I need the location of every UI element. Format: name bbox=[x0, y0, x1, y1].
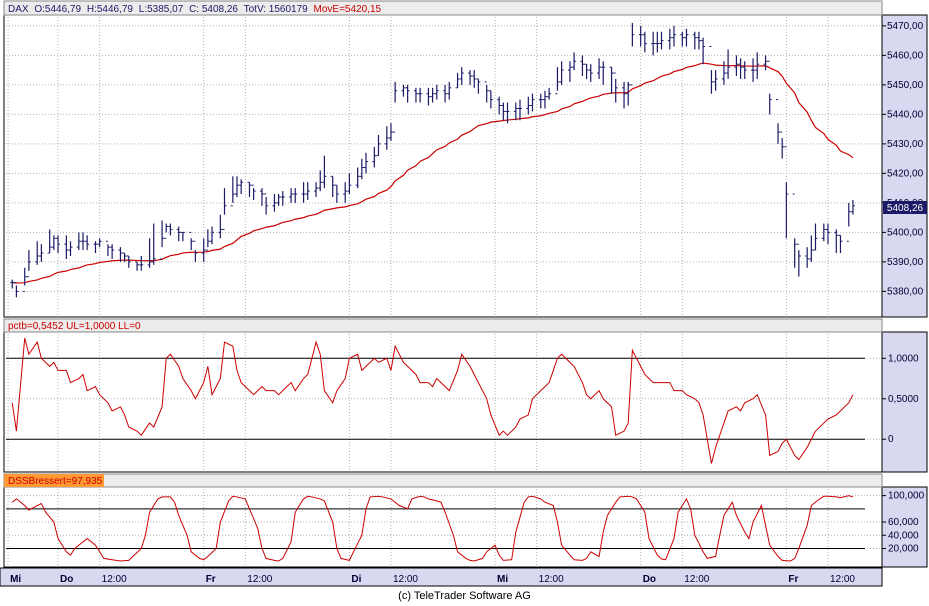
header-volume: TotV: 1560179 bbox=[244, 4, 309, 15]
header-low: L:5385,07 bbox=[139, 4, 184, 15]
x-tick-label: Di bbox=[351, 574, 361, 585]
y-tick-label: 5390,00 bbox=[887, 257, 924, 268]
y-tick-label: 5470,00 bbox=[887, 21, 924, 32]
header-high: H:5446,79 bbox=[87, 4, 134, 15]
y-tick-label: 0,5000 bbox=[888, 394, 919, 405]
moving-average-line bbox=[12, 62, 854, 284]
dss-line bbox=[11, 495, 854, 562]
pctb-axis-bg bbox=[881, 331, 928, 473]
x-tick-label: 12:00 bbox=[830, 574, 855, 585]
x-tick-label: 12:00 bbox=[684, 574, 709, 585]
last-price-box bbox=[883, 201, 927, 214]
x-tick-label: 12:00 bbox=[393, 574, 418, 585]
dss-panel bbox=[3, 486, 883, 568]
dss-header: DSSBressert=97,935 bbox=[8, 476, 103, 487]
x-tick-label: Mi bbox=[10, 574, 21, 585]
y-tick-label: 1,0000 bbox=[888, 353, 919, 364]
x-tick-label: 12:00 bbox=[539, 574, 564, 585]
dss-header-bar bbox=[3, 473, 883, 488]
x-tick-label: 12:00 bbox=[102, 574, 127, 585]
price-panel bbox=[3, 14, 883, 318]
y-tick-label: 5400,00 bbox=[887, 227, 924, 238]
dss-axis-bg bbox=[881, 486, 928, 568]
x-tick-label: 12:00 bbox=[247, 574, 272, 585]
y-tick-label: 5450,00 bbox=[887, 80, 924, 91]
x-tick-label: Mi bbox=[497, 574, 508, 585]
pctb-header: pctb=0,5452 UL=1,0000 LL=0 bbox=[8, 321, 141, 332]
y-tick-label: 40,000 bbox=[888, 530, 919, 541]
price-header-bar bbox=[3, 0, 883, 16]
price-axis-bg bbox=[881, 14, 928, 318]
x-tick-label: Fr bbox=[788, 574, 798, 585]
last-price-label: 5408,26 bbox=[887, 203, 924, 214]
x-axis-bg bbox=[0, 567, 883, 587]
x-tick-label: Do bbox=[60, 574, 73, 585]
header-close: C: 5408,26 bbox=[189, 4, 238, 15]
y-tick-label: 20,000 bbox=[888, 543, 919, 554]
y-tick-label: 5430,00 bbox=[887, 139, 924, 150]
header-symbol: DAX bbox=[8, 4, 29, 15]
pctb-header-bar bbox=[3, 318, 883, 333]
y-tick-label: 100,000 bbox=[888, 491, 925, 502]
y-tick-label: 5380,00 bbox=[887, 286, 924, 297]
y-tick-label: 5420,00 bbox=[887, 168, 924, 179]
x-tick-label: Do bbox=[643, 574, 656, 585]
y-tick-label: 5440,00 bbox=[887, 109, 924, 120]
price-header: DAX O:5446,79 H:5446,79 L:5385,07 C: 540… bbox=[8, 4, 382, 15]
stock-chart: DAX O:5446,79 H:5446,79 L:5385,07 C: 540… bbox=[0, 0, 928, 587]
copyright-footer: (c) TeleTrader Software AG bbox=[398, 590, 531, 602]
y-tick-label: 5460,00 bbox=[887, 50, 924, 61]
y-tick-label: 0 bbox=[888, 434, 894, 445]
y-tick-label: 60,000 bbox=[888, 517, 919, 528]
pctb-panel bbox=[3, 331, 883, 473]
header-moving-average: MovE=5420,15 bbox=[314, 4, 382, 15]
pctb-line bbox=[11, 337, 854, 464]
dss-header-label-bg bbox=[4, 474, 104, 487]
header-open: O:5446,79 bbox=[34, 4, 81, 15]
x-tick-label: Fr bbox=[206, 574, 216, 585]
